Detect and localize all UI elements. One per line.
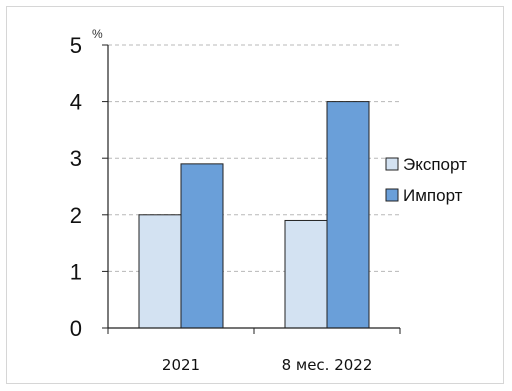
x-category-labels: 2021 8 мес. 2022 bbox=[162, 356, 373, 374]
y-tick-label: 5 bbox=[70, 33, 82, 58]
bar-import-1 bbox=[326, 101, 370, 329]
bar-import-0 bbox=[180, 163, 224, 329]
axes bbox=[102, 44, 401, 334]
y-tick-label: 1 bbox=[70, 259, 82, 284]
legend: Экспорт Импорт bbox=[385, 155, 467, 205]
y-tick-label: 4 bbox=[70, 90, 82, 115]
y-unit-label: % bbox=[92, 27, 103, 41]
x-category-label: 2021 bbox=[162, 356, 200, 374]
x-category-label: 8 мес. 2022 bbox=[282, 356, 373, 374]
chart-frame bbox=[6, 6, 504, 384]
y-tick-labels: 0 1 2 3 4 5 bbox=[70, 33, 82, 341]
bar-export-1 bbox=[284, 219, 328, 329]
legend-swatch-export bbox=[385, 157, 399, 171]
bars bbox=[138, 101, 370, 329]
legend-swatch-import bbox=[385, 188, 399, 202]
legend-label-import: Импорт bbox=[403, 186, 463, 205]
y-tick-label: 2 bbox=[70, 203, 82, 228]
bar-export-0 bbox=[138, 214, 182, 329]
legend-label-export: Экспорт bbox=[403, 155, 467, 174]
y-tick-label: 0 bbox=[70, 316, 82, 341]
y-tick-label: 3 bbox=[70, 146, 82, 171]
